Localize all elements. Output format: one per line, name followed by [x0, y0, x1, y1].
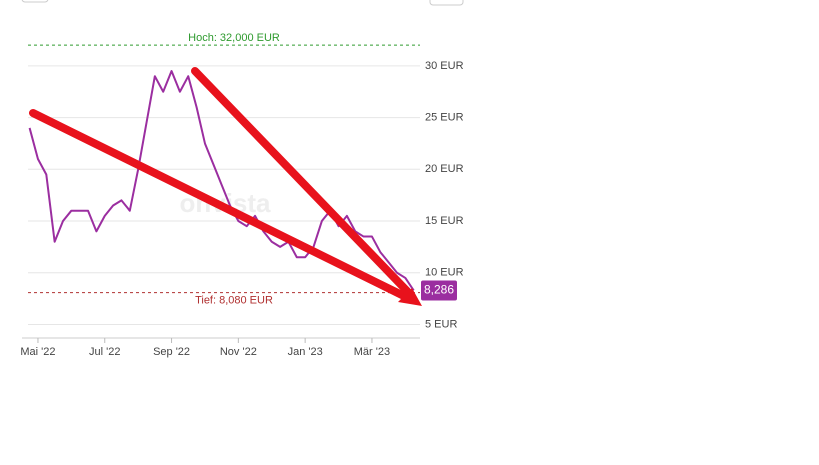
last-value-label: 8,286 [424, 283, 454, 297]
price-line [28, 70, 415, 292]
reference-label: Hoch: 32,000 EUR [188, 32, 280, 44]
y-tick-label: 5 EUR [425, 318, 457, 330]
y-tick-label: 20 EUR [425, 163, 464, 175]
arrow-line [191, 67, 412, 296]
annotation-arrows [29, 67, 422, 306]
last-value-badge [421, 280, 457, 301]
y-tick-label: 25 EUR [425, 111, 464, 123]
toolbar-button[interactable] [21, 0, 49, 3]
x-tick-label: Mai '22 [20, 346, 55, 358]
x-tick-label: Jan '23 [288, 346, 323, 358]
x-tick-label: Jul '22 [89, 346, 120, 358]
x-tick-label: Sep '22 [153, 346, 190, 358]
toolbar-button[interactable] [429, 0, 464, 6]
y-tick-label: 10 EUR [425, 267, 464, 279]
x-tick-label: Nov '22 [220, 346, 257, 358]
arrow-line [29, 109, 412, 302]
arrow-head [398, 288, 422, 306]
plot-area: 5 EUR 10 EUR 15 EUR 20 EUR 25 EUR 30 EUR Mai '… [20, 32, 463, 358]
x-tick-label: Mär '23 [354, 346, 390, 358]
y-tick-label: 15 EUR [425, 215, 464, 227]
reference-label: Tief: 8,080 EUR [195, 295, 273, 307]
y-tick-label: 30 EUR [425, 60, 464, 72]
